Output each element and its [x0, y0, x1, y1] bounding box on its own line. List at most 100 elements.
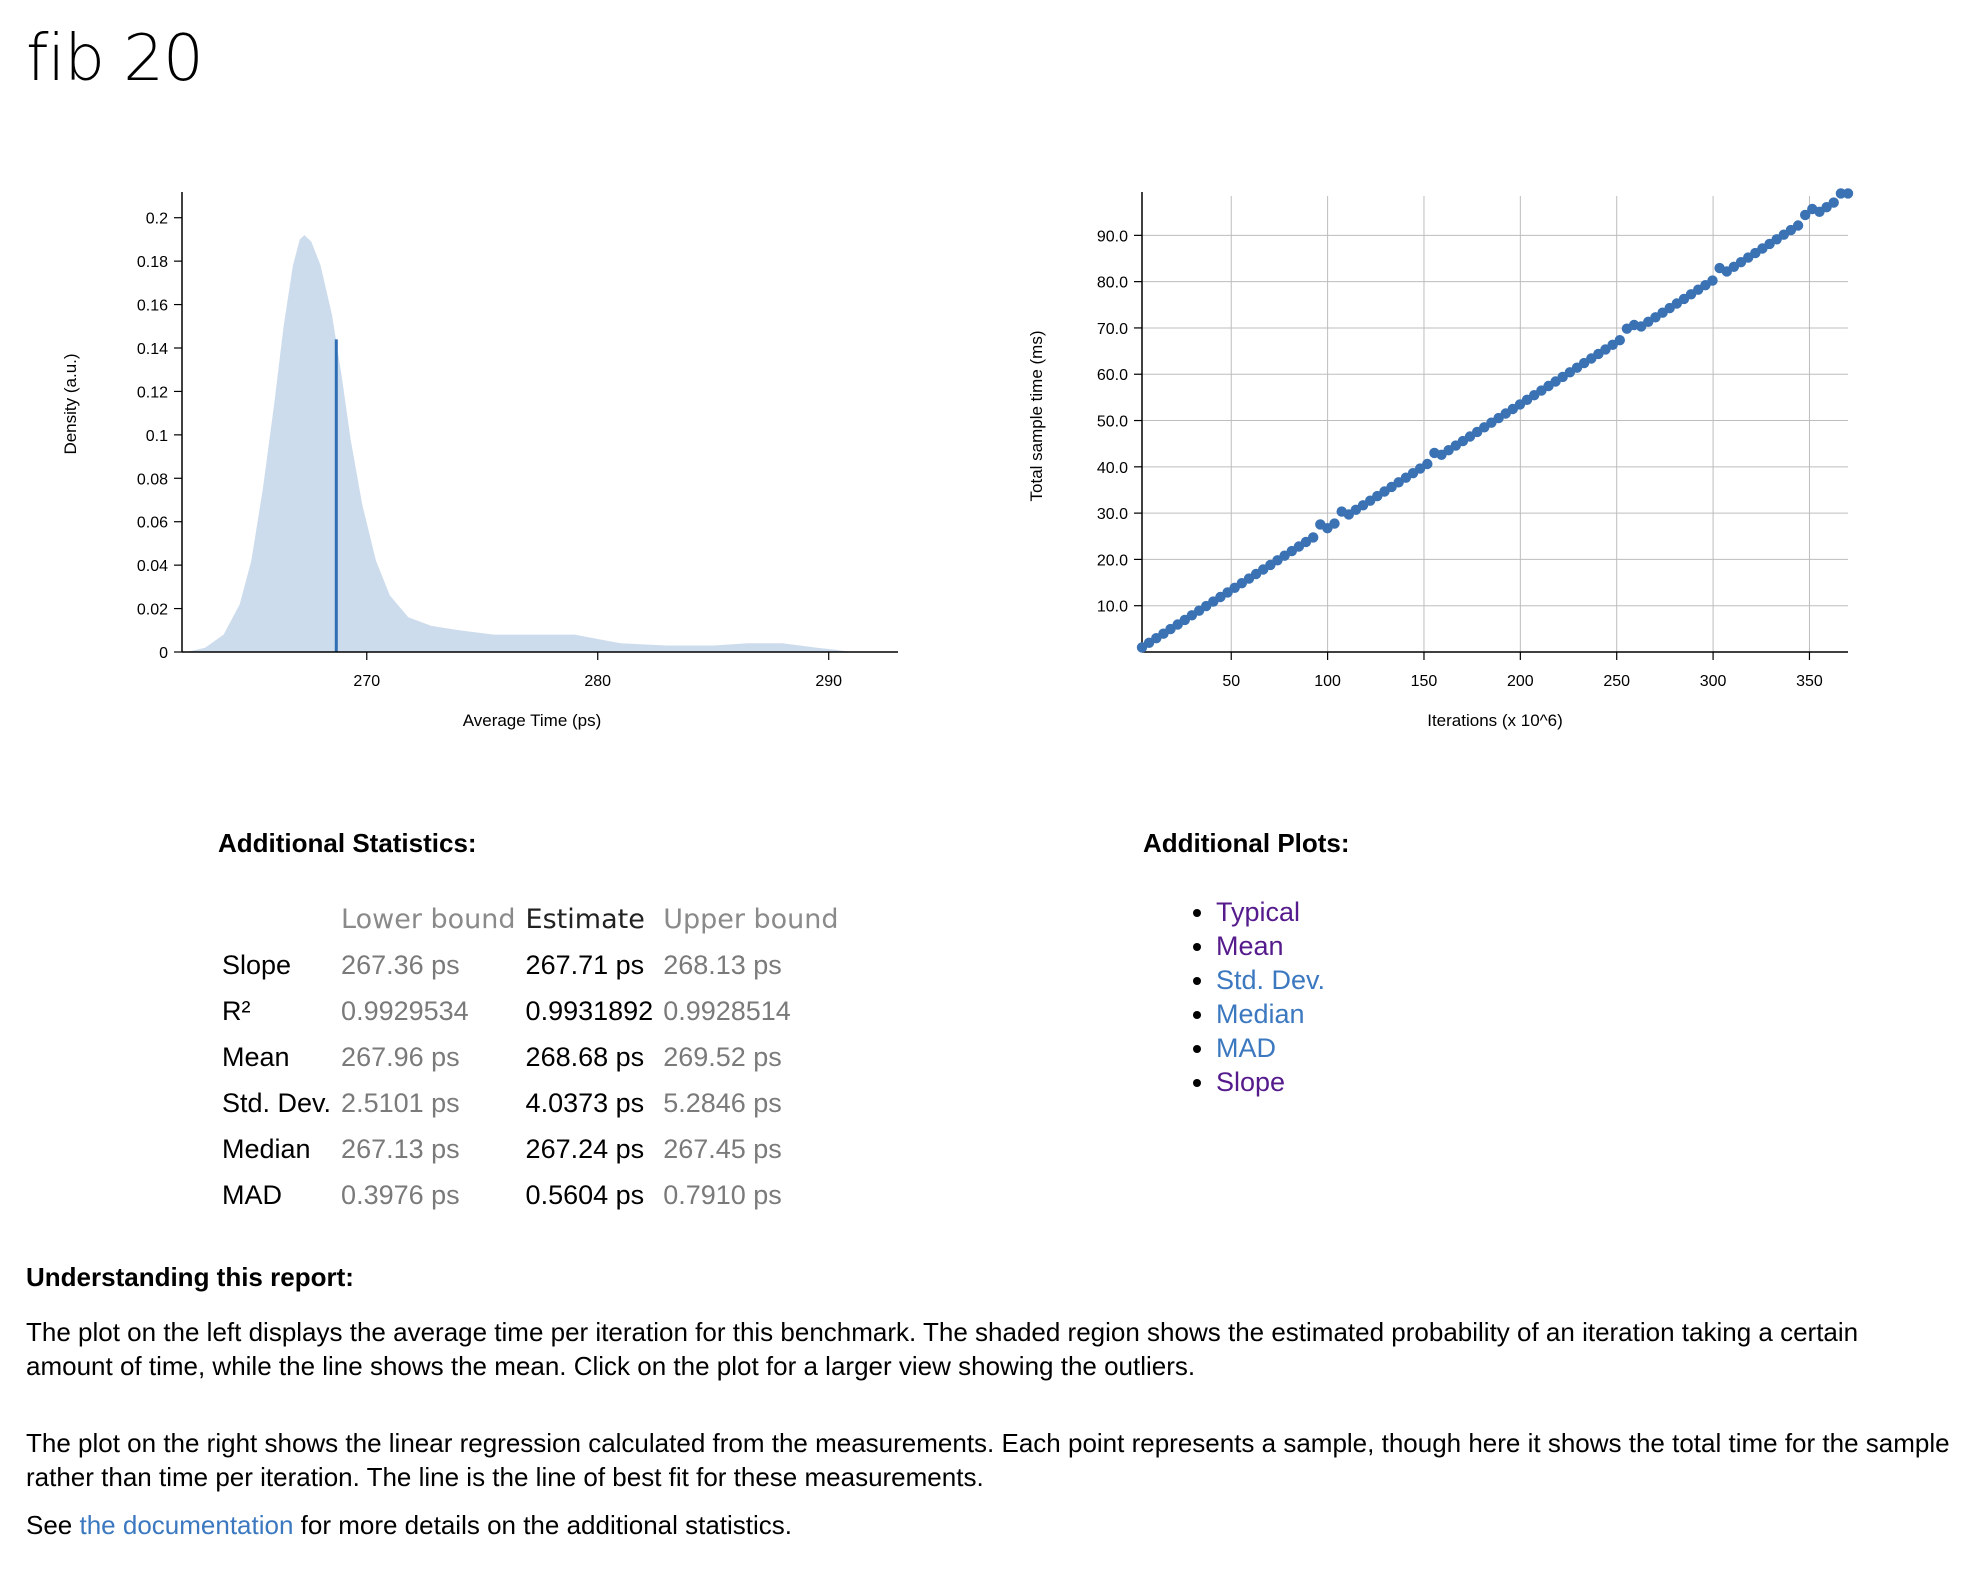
y-tick-label: 0.04 — [137, 558, 168, 575]
y-tick-label: 30.0 — [1097, 506, 1128, 523]
stat-lower: 267.13 ps — [341, 1133, 460, 1164]
x-tick-label: 250 — [1603, 673, 1630, 690]
stat-name: MAD — [222, 1179, 282, 1210]
sample-point — [1800, 209, 1811, 221]
documentation-link[interactable]: the documentation — [79, 1510, 294, 1540]
plot-link-mad[interactable]: MAD — [1216, 1033, 1276, 1063]
stat-name: Std. Dev. — [222, 1087, 332, 1118]
list-item: Median — [1216, 997, 1325, 1031]
table-row: MAD 0.3976 ps 0.5604 ps 0.7910 ps — [218, 1172, 845, 1218]
doc-note-prefix: See — [26, 1510, 80, 1540]
table-row: Std. Dev. 2.5101 ps 4.0373 ps 5.2846 ps — [218, 1080, 845, 1126]
x-tick-label: 280 — [584, 673, 611, 690]
table-row: R² 0.9929534 0.9931892 0.9928514 — [218, 988, 845, 1034]
table-row: Median 267.13 ps 267.24 ps 267.45 ps — [218, 1126, 845, 1172]
y-tick-label: 70.0 — [1097, 321, 1128, 338]
understanding-heading: Understanding this report: — [26, 1262, 354, 1292]
density-area — [186, 235, 852, 652]
stat-upper: 5.2846 ps — [663, 1087, 782, 1118]
x-tick-label: 50 — [1222, 673, 1240, 690]
y-tick-label: 10.0 — [1097, 599, 1128, 616]
table-row: Mean 267.96 ps 268.68 ps 269.52 ps — [218, 1034, 845, 1080]
list-item: Std. Dev. — [1216, 963, 1325, 997]
y-tick-label: 0.08 — [137, 471, 168, 488]
explanation-left-plot: The plot on the left displays the averag… — [26, 1317, 1859, 1381]
explanation-right-plot: The plot on the right shows the linear r… — [26, 1428, 1950, 1492]
x-axis-label: Iterations (x 10^6) — [1427, 711, 1563, 730]
header-blank — [218, 896, 337, 942]
stat-estimate: 267.71 ps — [525, 949, 645, 980]
stat-estimate: 0.5604 ps — [525, 1179, 645, 1210]
x-axis-label: Average Time (ps) — [463, 711, 602, 730]
stat-name: Mean — [222, 1041, 290, 1072]
plot-link-typical[interactable]: Typical — [1216, 897, 1301, 927]
y-tick-label: 0.1 — [146, 428, 168, 445]
sample-point — [1614, 335, 1625, 346]
sample-point — [1842, 188, 1854, 199]
list-item: Typical — [1216, 895, 1325, 929]
sample-point — [1828, 197, 1839, 208]
doc-note-suffix: for more details on the additional stati… — [293, 1510, 793, 1540]
x-tick-label: 300 — [1700, 673, 1727, 690]
statistics-header-row: Lower bound Estimate Upper bound — [218, 896, 845, 942]
y-tick-label: 80.0 — [1097, 275, 1128, 292]
stat-upper: 268.13 ps — [663, 949, 782, 980]
density-chart[interactable]: 0 0.02 0.04 0.06 0.08 0.1 0.12 0.14 0.16 0.18 0.2 2… — [0, 180, 960, 740]
sample-point — [1422, 458, 1433, 470]
list-item: MAD — [1216, 1031, 1325, 1065]
sample-point — [1792, 220, 1804, 231]
stat-lower: 0.3976 ps — [341, 1179, 460, 1210]
x-tick-label: 100 — [1314, 673, 1341, 690]
plot-link-median[interactable]: Median — [1216, 999, 1305, 1029]
stat-lower: 0.9929534 — [341, 995, 469, 1026]
statistics-table: Lower bound Estimate Upper bound Slope 2… — [218, 896, 845, 1218]
x-tick-label: 270 — [353, 673, 380, 690]
stat-name: Median — [222, 1133, 311, 1164]
y-tick-label: 0.02 — [137, 602, 168, 619]
y-tick-label: 90.0 — [1097, 228, 1128, 245]
stat-upper: 269.52 ps — [663, 1041, 782, 1072]
y-tick-label: 0.18 — [137, 254, 168, 271]
y-tick-label: 0.14 — [137, 341, 168, 358]
stat-lower: 2.5101 ps — [341, 1087, 460, 1118]
stat-upper: 0.9928514 — [663, 995, 791, 1026]
y-axis-label: Density (a.u.) — [61, 353, 80, 454]
x-tick-label: 290 — [815, 673, 842, 690]
y-tick-label: 20.0 — [1097, 552, 1128, 569]
y-axis-label: Total sample time (ms) — [1027, 331, 1046, 502]
stat-estimate: 267.24 ps — [525, 1133, 645, 1164]
list-item: Mean — [1216, 929, 1325, 963]
documentation-note: See the documentation for more details o… — [26, 1508, 1951, 1542]
x-tick-label: 150 — [1411, 673, 1438, 690]
stat-name: Slope — [222, 949, 292, 980]
plot-link-mean[interactable]: Mean — [1216, 931, 1284, 961]
plot-link-slope[interactable]: Slope — [1216, 1067, 1286, 1097]
additional-statistics-heading: Additional Statistics: — [218, 828, 477, 858]
stat-name: R² — [222, 995, 251, 1026]
y-tick-label: 60.0 — [1097, 367, 1128, 384]
stat-lower: 267.36 ps — [341, 949, 460, 980]
regression-chart[interactable]: 10.0 20.0 30.0 40.0 50.0 60.0 70.0 80.0 90.0 50 10… — [990, 180, 1950, 740]
x-tick-label: 200 — [1507, 673, 1534, 690]
stat-estimate: 268.68 ps — [525, 1041, 645, 1072]
additional-plots-list: Typical Mean Std. Dev. Median MAD Slope — [1172, 895, 1325, 1099]
header-upper-bound: Upper bound — [663, 903, 839, 935]
y-tick-label: 0.12 — [137, 384, 168, 401]
sample-point — [1707, 275, 1718, 286]
x-tick-label: 350 — [1796, 673, 1823, 690]
stat-lower: 267.96 ps — [341, 1041, 460, 1072]
additional-plots-heading: Additional Plots: — [1143, 828, 1350, 858]
stat-upper: 0.7910 ps — [663, 1179, 782, 1210]
stat-upper: 267.45 ps — [663, 1133, 782, 1164]
sample-point — [1329, 518, 1340, 529]
page-title: fib 20 — [26, 22, 204, 96]
y-tick-label: 40.0 — [1097, 460, 1128, 477]
sample-point — [1308, 532, 1319, 543]
stat-estimate: 4.0373 ps — [525, 1087, 645, 1118]
header-estimate: Estimate — [525, 903, 645, 935]
plot-link-std-dev[interactable]: Std. Dev. — [1216, 965, 1326, 995]
list-item: Slope — [1216, 1065, 1325, 1099]
y-tick-label: 50.0 — [1097, 414, 1128, 431]
table-row: Slope 267.36 ps 267.71 ps 268.13 ps — [218, 942, 845, 988]
y-tick-label: 0.16 — [137, 298, 168, 315]
